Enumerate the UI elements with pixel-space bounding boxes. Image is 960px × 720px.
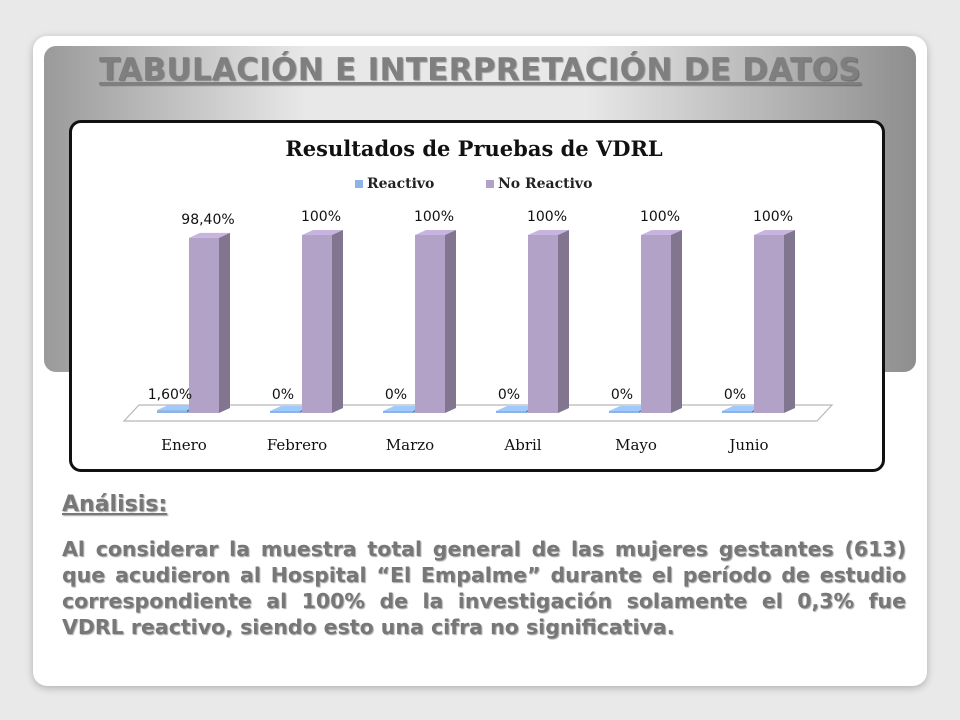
chart-x-labels: Enero Febrero Marzo Abril Mayo Junio	[161, 436, 768, 454]
value-label-0-3: 0%	[498, 387, 520, 403]
bar-1-5	[754, 230, 795, 413]
legend-label-1: No Reactivo	[498, 176, 592, 192]
x-tick-label-4: Mayo	[615, 436, 657, 454]
value-label-0-5: 0%	[724, 387, 746, 403]
x-tick-label-2: Marzo	[386, 436, 434, 454]
value-label-1-5: 100%	[753, 209, 793, 225]
chart-bars	[157, 230, 795, 413]
legend-swatch-0	[355, 180, 363, 188]
bar-1-3	[528, 230, 569, 413]
value-label-0-4: 0%	[611, 387, 633, 403]
value-label-1-3: 100%	[527, 209, 567, 225]
chart-title: Resultados de Pruebas de VDRL	[285, 136, 663, 161]
bar-1-0	[189, 232, 230, 413]
value-label-1-0: 98,40%	[181, 212, 234, 228]
chart-legend: Reactivo No Reactivo	[355, 176, 592, 192]
x-tick-label-5: Junio	[727, 436, 768, 454]
bar-1-1	[302, 230, 343, 413]
legend-label-0: Reactivo	[367, 176, 434, 192]
x-tick-label-0: Enero	[161, 436, 207, 454]
value-label-0-0: 1,60%	[148, 387, 192, 403]
analysis-text: Al considerar la muestra total general d…	[62, 537, 906, 639]
value-label-1-1: 100%	[301, 209, 341, 225]
vdrl-chart: Resultados de Pruebas de VDRL Reactivo No…	[122, 136, 834, 454]
chart-frame: Resultados de Pruebas de VDRL Reactivo No…	[69, 120, 885, 472]
slide-title: TABULACIÓN E INTERPRETACIÓN DE DATOS	[99, 52, 861, 88]
chart-value-labels: 1,60% 98,40% 0% 100% 0% 100% 0% 100% 0% 100% 0% 100…	[148, 209, 793, 403]
analysis-heading: Análisis:	[62, 492, 168, 517]
legend-swatch-1	[486, 180, 494, 188]
bar-1-4	[641, 230, 682, 413]
value-label-0-1: 0%	[272, 387, 294, 403]
value-label-1-4: 100%	[640, 209, 680, 225]
value-label-1-2: 100%	[414, 209, 454, 225]
bar-1-2	[415, 230, 456, 413]
x-tick-label-3: Abril	[503, 436, 541, 454]
value-label-0-2: 0%	[385, 387, 407, 403]
x-tick-label-1: Febrero	[267, 436, 327, 454]
